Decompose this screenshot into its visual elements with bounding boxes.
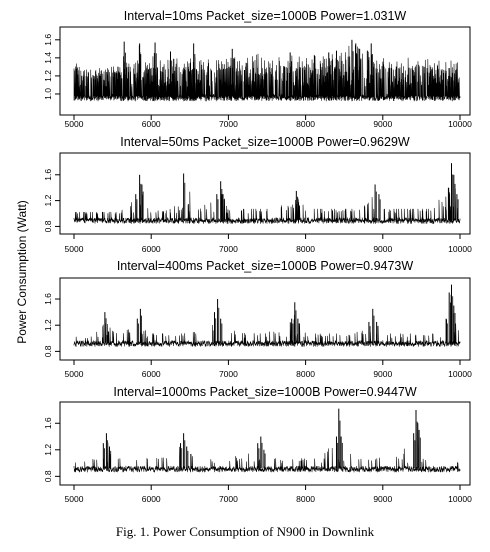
power-trace-series-4 <box>73 422 461 473</box>
x-tick-label: 8000 <box>296 369 315 379</box>
y-tick-label: 1.2 <box>43 194 53 206</box>
y-tick-label: 1.6 <box>43 34 53 46</box>
y-tick-label: 0.8 <box>43 470 53 482</box>
x-tick-label: 5000 <box>65 494 84 504</box>
x-tick-label: 8000 <box>296 119 315 129</box>
chart-panel-2: Interval=50ms Packet_size=1000B Power=0.… <box>43 135 472 254</box>
x-tick-label: 8000 <box>296 494 315 504</box>
y-tick-label: 1.0 <box>43 88 53 100</box>
plot-frame-2 <box>59 152 471 235</box>
x-tick-label: 9000 <box>373 494 392 504</box>
power-trace-series-1 <box>73 40 461 102</box>
chart-panel-4: Interval=1000ms Packet_size=1000B Power=… <box>43 385 472 504</box>
x-tick-label: 7000 <box>219 119 238 129</box>
chart-title-3: Interval=400ms Packet_size=1000B Power=0… <box>117 259 414 273</box>
y-tick-label: 1.2 <box>43 70 53 82</box>
y-tick-label: 1.6 <box>43 293 53 305</box>
x-tick-label: 9000 <box>373 119 392 129</box>
x-tick-label: 6000 <box>142 119 161 129</box>
x-tick-label: 6000 <box>142 369 161 379</box>
x-tick-label: 10000 <box>448 244 472 254</box>
x-tick-label: 7000 <box>219 369 238 379</box>
y-tick-label: 1.2 <box>43 319 53 331</box>
chart-panel-1: Interval=10ms Packet_size=1000B Power=1.… <box>43 9 472 129</box>
x-tick-label: 9000 <box>373 244 392 254</box>
chart-panel-3: Interval=400ms Packet_size=1000B Power=0… <box>43 259 472 379</box>
chart-panels: Interval=10ms Packet_size=1000B Power=1.… <box>43 9 472 504</box>
plot-frame-3 <box>59 277 471 361</box>
spike-marks-2 <box>135 163 459 220</box>
chart-title-2: Interval=50ms Packet_size=1000B Power=0.… <box>120 135 410 149</box>
x-tick-label: 7000 <box>219 244 238 254</box>
y-tick-label: 1.2 <box>43 444 53 456</box>
power-trace-series-2 <box>73 179 461 224</box>
x-tick-label: 6000 <box>142 244 161 254</box>
chart-title-4: Interval=1000ms Packet_size=1000B Power=… <box>113 385 417 399</box>
x-tick-label: 6000 <box>142 494 161 504</box>
spike-marks-3 <box>104 284 456 343</box>
y-tick-label: 0.8 <box>43 220 53 232</box>
y-tick-label: 1.4 <box>43 52 53 64</box>
chart-title-1: Interval=10ms Packet_size=1000B Power=1.… <box>124 9 407 23</box>
x-tick-label: 10000 <box>448 119 472 129</box>
x-tick-label: 5000 <box>65 369 84 379</box>
spike-marks-1 <box>123 39 373 97</box>
plot-frame-1 <box>59 26 471 116</box>
y-tick-label: 0.8 <box>43 345 53 357</box>
x-tick-label: 10000 <box>448 494 472 504</box>
x-tick-label: 5000 <box>65 119 84 129</box>
spike-marks-4 <box>102 408 421 469</box>
x-tick-label: 7000 <box>219 494 238 504</box>
x-tick-label: 5000 <box>65 244 84 254</box>
x-tick-label: 8000 <box>296 244 315 254</box>
power-trace-series-3 <box>73 294 461 347</box>
figure-caption: Fig. 1. Power Consumption of N900 in Dow… <box>115 524 375 539</box>
plot-frame-4 <box>59 401 471 486</box>
shared-y-axis-label: Power Consumption (Watt) <box>15 200 29 344</box>
x-tick-label: 10000 <box>448 369 472 379</box>
y-tick-label: 1.6 <box>43 417 53 429</box>
x-tick-label: 9000 <box>373 369 392 379</box>
y-tick-label: 1.6 <box>43 169 53 181</box>
